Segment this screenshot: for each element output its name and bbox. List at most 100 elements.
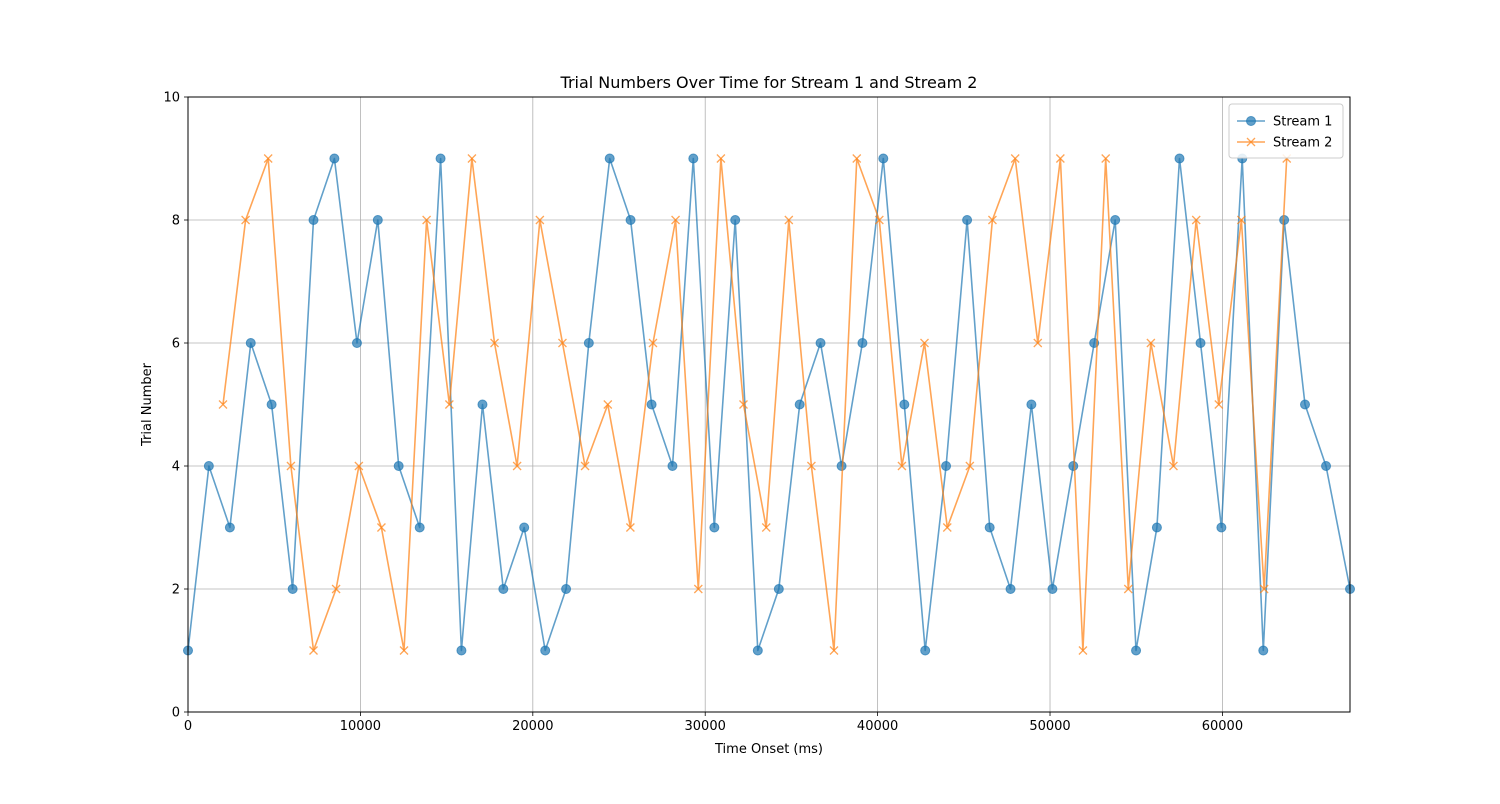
data-point (444, 400, 454, 409)
data-point (1216, 522, 1227, 533)
data-point (857, 338, 868, 348)
data-point (393, 461, 404, 471)
data-point (899, 399, 910, 410)
data-point (920, 645, 931, 656)
data-point (1151, 522, 1162, 533)
data-point (761, 523, 771, 532)
data-point (414, 522, 425, 533)
data-point (806, 461, 816, 471)
data-point (730, 215, 741, 225)
data-point (829, 646, 839, 655)
data-point (874, 215, 884, 225)
legend: Stream 1 Stream 2 (1228, 103, 1344, 159)
data-point (836, 461, 847, 471)
data-point (1236, 215, 1246, 225)
data-point (1214, 400, 1224, 409)
data-point (263, 154, 273, 163)
x-axis-label: Time Onset (ms) (714, 742, 823, 757)
data-point (1131, 645, 1142, 656)
data-point (245, 338, 256, 348)
data-point (920, 338, 929, 348)
data-point (1068, 461, 1079, 471)
series-2 (218, 154, 1292, 655)
data-point (456, 645, 467, 656)
data-point (580, 461, 590, 471)
y-tick-label: 8 (172, 214, 180, 229)
data-point (739, 400, 748, 409)
data-point (1191, 215, 1201, 225)
data-point (203, 461, 214, 471)
data-point (354, 461, 364, 471)
data-point (625, 523, 635, 532)
x-tick-label: 30000 (685, 719, 726, 734)
data-point (1174, 153, 1185, 164)
data-point (815, 338, 826, 348)
y-axis-label: Trial Number (140, 362, 155, 447)
data-point (1258, 645, 1269, 656)
data-point (1005, 584, 1016, 594)
data-point (773, 584, 784, 594)
data-point (422, 215, 432, 225)
data-point (1169, 461, 1178, 471)
data-point (962, 215, 973, 225)
data-point (490, 338, 499, 348)
data-point (1110, 215, 1121, 225)
y-tick-label: 0 (172, 706, 180, 721)
legend-box (1228, 103, 1344, 159)
data-point (646, 399, 657, 410)
data-point (308, 215, 319, 225)
legend-marker (1246, 116, 1256, 126)
series-1 (183, 153, 1355, 656)
data-point (372, 215, 383, 225)
axis-ticks: 0 10000 20000 30000 40000 50000 60000 0 2 4 6 8 10 (163, 91, 1243, 735)
x-tick-label: 40000 (857, 719, 898, 734)
data-point (241, 215, 251, 225)
data-point (984, 522, 995, 533)
data-point (897, 461, 907, 471)
data-point (852, 154, 862, 163)
data-point (1321, 461, 1332, 471)
data-point (1101, 154, 1111, 163)
x-tick-label: 20000 (512, 719, 553, 734)
series-line (222, 157, 1288, 652)
data-point (1146, 338, 1156, 348)
data-point (688, 153, 699, 164)
data-point (477, 399, 488, 410)
data-point (329, 153, 340, 164)
data-point (1026, 399, 1037, 410)
x-tick-label: 10000 (340, 719, 381, 734)
data-point (218, 400, 228, 409)
data-point (965, 461, 975, 471)
data-point (1055, 154, 1065, 163)
data-point (942, 523, 952, 532)
data-point (399, 646, 409, 655)
data-point (693, 584, 703, 594)
data-point (561, 584, 572, 594)
x-tick-label: 60000 (1202, 719, 1243, 734)
data-point (519, 522, 530, 533)
legend-label: Stream 2 (1273, 136, 1332, 151)
data-point (1010, 154, 1020, 163)
data-point (794, 399, 805, 410)
data-point (583, 338, 594, 348)
data-point (467, 154, 477, 163)
data-point (376, 523, 386, 532)
x-tick-label: 0 (184, 719, 192, 734)
data-point (435, 153, 446, 164)
data-point (512, 461, 522, 471)
data-point (331, 584, 341, 594)
data-point (1300, 399, 1311, 410)
data-point (671, 215, 681, 225)
plot-background (188, 97, 1350, 712)
data-point (351, 338, 362, 348)
data-point (309, 646, 318, 655)
y-tick-label: 10 (163, 91, 180, 106)
data-point (1123, 584, 1133, 594)
data-point (1078, 646, 1088, 655)
data-point (1195, 338, 1206, 348)
series-line (187, 157, 1351, 652)
data-point (625, 215, 636, 225)
data-point (287, 584, 298, 594)
